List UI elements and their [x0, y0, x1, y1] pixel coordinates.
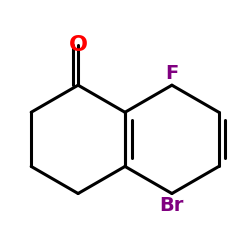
Text: F: F: [165, 64, 178, 83]
Text: O: O: [68, 34, 87, 54]
Text: Br: Br: [160, 196, 184, 215]
